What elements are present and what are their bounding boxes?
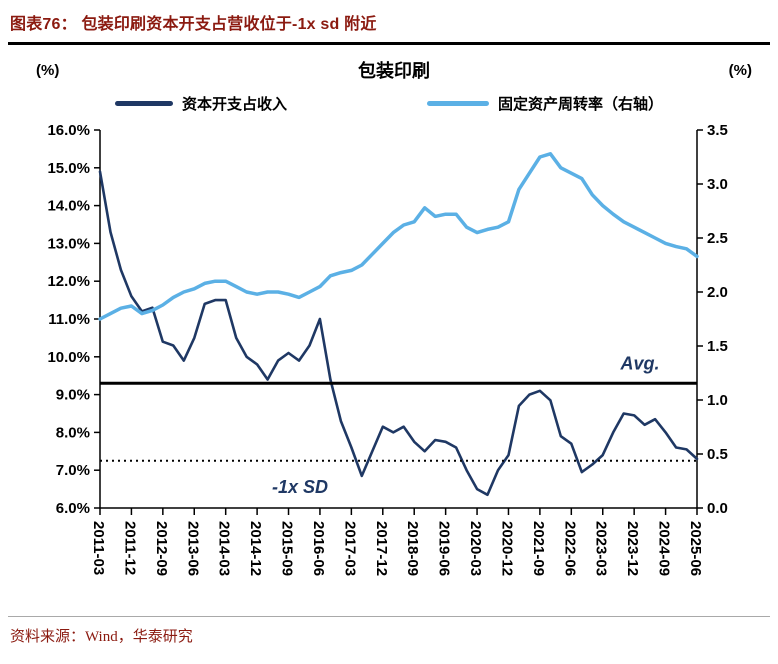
y-right-tick-label: 2.0	[707, 284, 728, 301]
x-tick-label: 2018-09	[404, 521, 421, 576]
x-tick-label: 2020-03	[467, 521, 484, 576]
source-text: 资料来源：Wind，华泰研究	[10, 629, 193, 645]
x-tick-label: 2014-03	[216, 521, 233, 576]
legend-label-turnover: 固定资产周转率（右轴）	[498, 96, 664, 113]
left-axis-unit: (%)	[36, 61, 60, 79]
chart-header-row: (%) 包装印刷 (%)	[0, 57, 778, 83]
capex-line-swatch	[114, 101, 173, 106]
y-right-tick-label: 3.5	[707, 122, 728, 139]
y-left-tick-label: 11.0%	[48, 311, 90, 328]
x-tick-label: 2012-09	[153, 521, 170, 576]
x-tick-label: 2025-06	[687, 521, 704, 576]
y-left-tick-label: 6.0%	[56, 500, 90, 517]
y-right-tick-label: 3.0	[707, 176, 728, 193]
y-left-tick-label: 15.0%	[47, 160, 90, 177]
x-tick-label: 2020-12	[498, 521, 515, 576]
x-tick-label: 2014-12	[247, 521, 264, 576]
y-left-tick-label: 8.0%	[56, 424, 90, 441]
sd-annotation: -1x SD	[272, 477, 328, 497]
y-left-tick-label: 9.0%	[56, 387, 90, 404]
x-tick-label: 2011-12	[121, 521, 138, 575]
y-left-tick-label: 10.0%	[47, 349, 90, 366]
legend: 资本开支占收入 固定资产周转率（右轴）	[0, 93, 778, 114]
right-axis-unit: (%)	[728, 61, 752, 79]
x-tick-label: 2017-03	[341, 521, 358, 576]
y-left-tick-label: 14.0%	[47, 198, 90, 215]
chart-title: 包装印刷	[358, 61, 430, 81]
x-tick-label: 2023-12	[624, 521, 641, 576]
x-tick-label: 2019-06	[436, 521, 453, 576]
turnover-line	[98, 152, 699, 321]
capex-line	[98, 170, 699, 497]
x-tick-label: 2011-03	[90, 521, 107, 575]
x-tick-label: 2024-09	[656, 521, 673, 576]
y-left-tick-label: 7.0%	[56, 462, 90, 479]
source-note: 资料来源：Wind，华泰研究	[8, 616, 770, 646]
y-right-tick-label: 0.0	[707, 500, 728, 517]
y-right-tick-label: 0.5	[707, 446, 728, 463]
x-tick-label: 2021-09	[530, 521, 547, 576]
y-right-tick-label: 1.0	[707, 392, 728, 409]
y-left-tick-label: 16.0%	[47, 122, 90, 139]
x-tick-label: 2015-09	[279, 521, 296, 576]
y-left-tick-label: 13.0%	[47, 235, 90, 252]
x-tick-label: 2017-12	[373, 521, 390, 576]
legend-item-turnover: 固定资产周转率（右轴）	[427, 93, 663, 114]
avg-annotation: Avg.	[619, 353, 659, 373]
figure-header: 图表76： 包装印刷资本开支占营收位于-1x sd 附近	[8, 6, 770, 45]
y-left-tick-label: 12.0%	[47, 273, 90, 290]
x-tick-label: 2016-06	[310, 521, 327, 576]
x-tick-label: 2023-03	[593, 521, 610, 576]
legend-label-capex: 资本开支占收入	[181, 96, 287, 113]
turnover-line-swatch	[427, 101, 489, 106]
x-tick-label: 2013-06	[184, 521, 201, 576]
y-right-tick-label: 2.5	[707, 230, 728, 247]
chart-canvas: 16.0% 15.0% 14.0% 13.0% 12.0% 11.0% 10.0% 9.0% 8…	[47, 122, 728, 576]
legend-item-capex: 资本开支占收入	[114, 93, 287, 114]
figure-title: 图表76： 包装印刷资本开支占营收位于-1x sd 附近	[10, 16, 377, 33]
x-tick-label: 2022-06	[561, 521, 578, 576]
y-right-tick-label: 1.5	[707, 338, 728, 355]
